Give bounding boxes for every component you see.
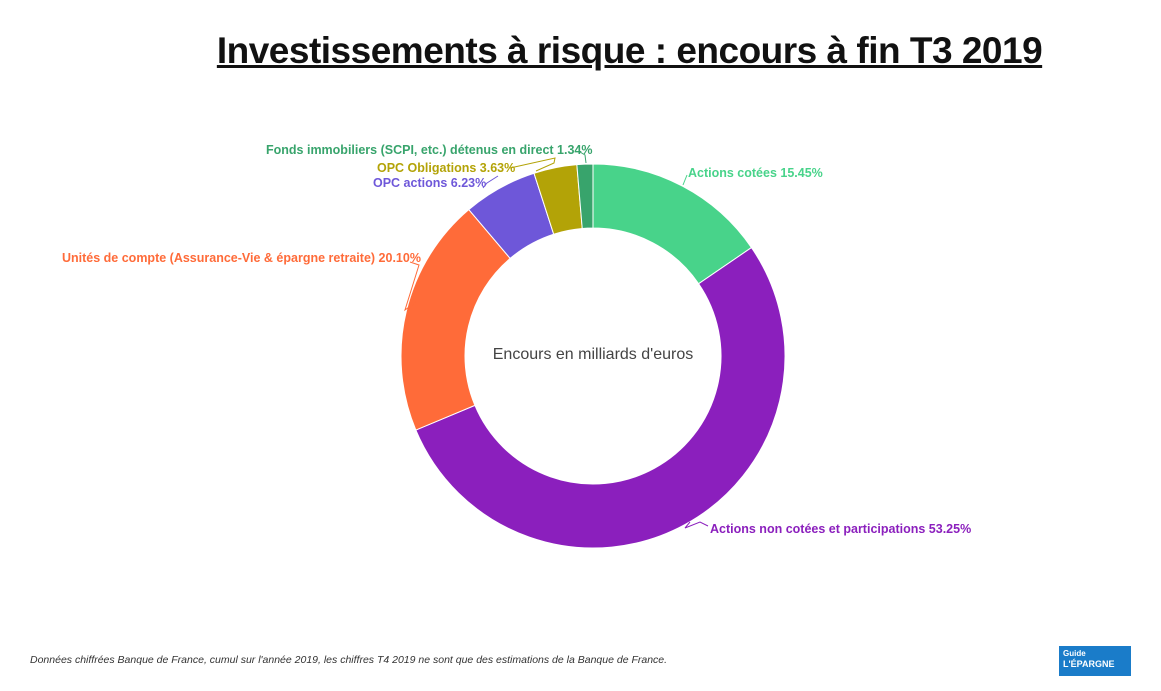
footnote: Données chiffrées Banque de France, cumu… [30,654,668,666]
logo: Guide L'ÉPARGNE [1059,646,1131,676]
slice-label-fonds-immobiliers: Fonds immobiliers (SCPI, etc.) détenus e… [266,143,593,157]
leader-line-5 [579,151,587,164]
slice-label-opc-obligations: OPC Obligations 3.63% [377,161,516,175]
leader-line-3 [482,175,499,189]
slice-label-unites-de-compte: Unités de compte (Assurance-Vie & épargn… [62,251,421,265]
donut-slice-1 [415,246,786,549]
leader-line-4 [509,157,556,172]
slice-label-opc-actions: OPC actions 6.23% [373,176,487,190]
donut-slice-2 [400,208,511,431]
chart-title: Investissements à risque : encours à fin… [216,30,1043,71]
center-label: Encours en milliards d'euros [492,346,694,363]
slice-label-actions-cotees: Actions cotées 15.45% [688,166,823,180]
leader-line-1 [684,521,709,529]
donut-slice-5 [576,163,594,229]
slice-label-actions-non-cotees: Actions non cotées et participations 53.… [710,522,972,536]
leader-line-0 [682,174,688,186]
leader-line-2 [404,261,420,312]
